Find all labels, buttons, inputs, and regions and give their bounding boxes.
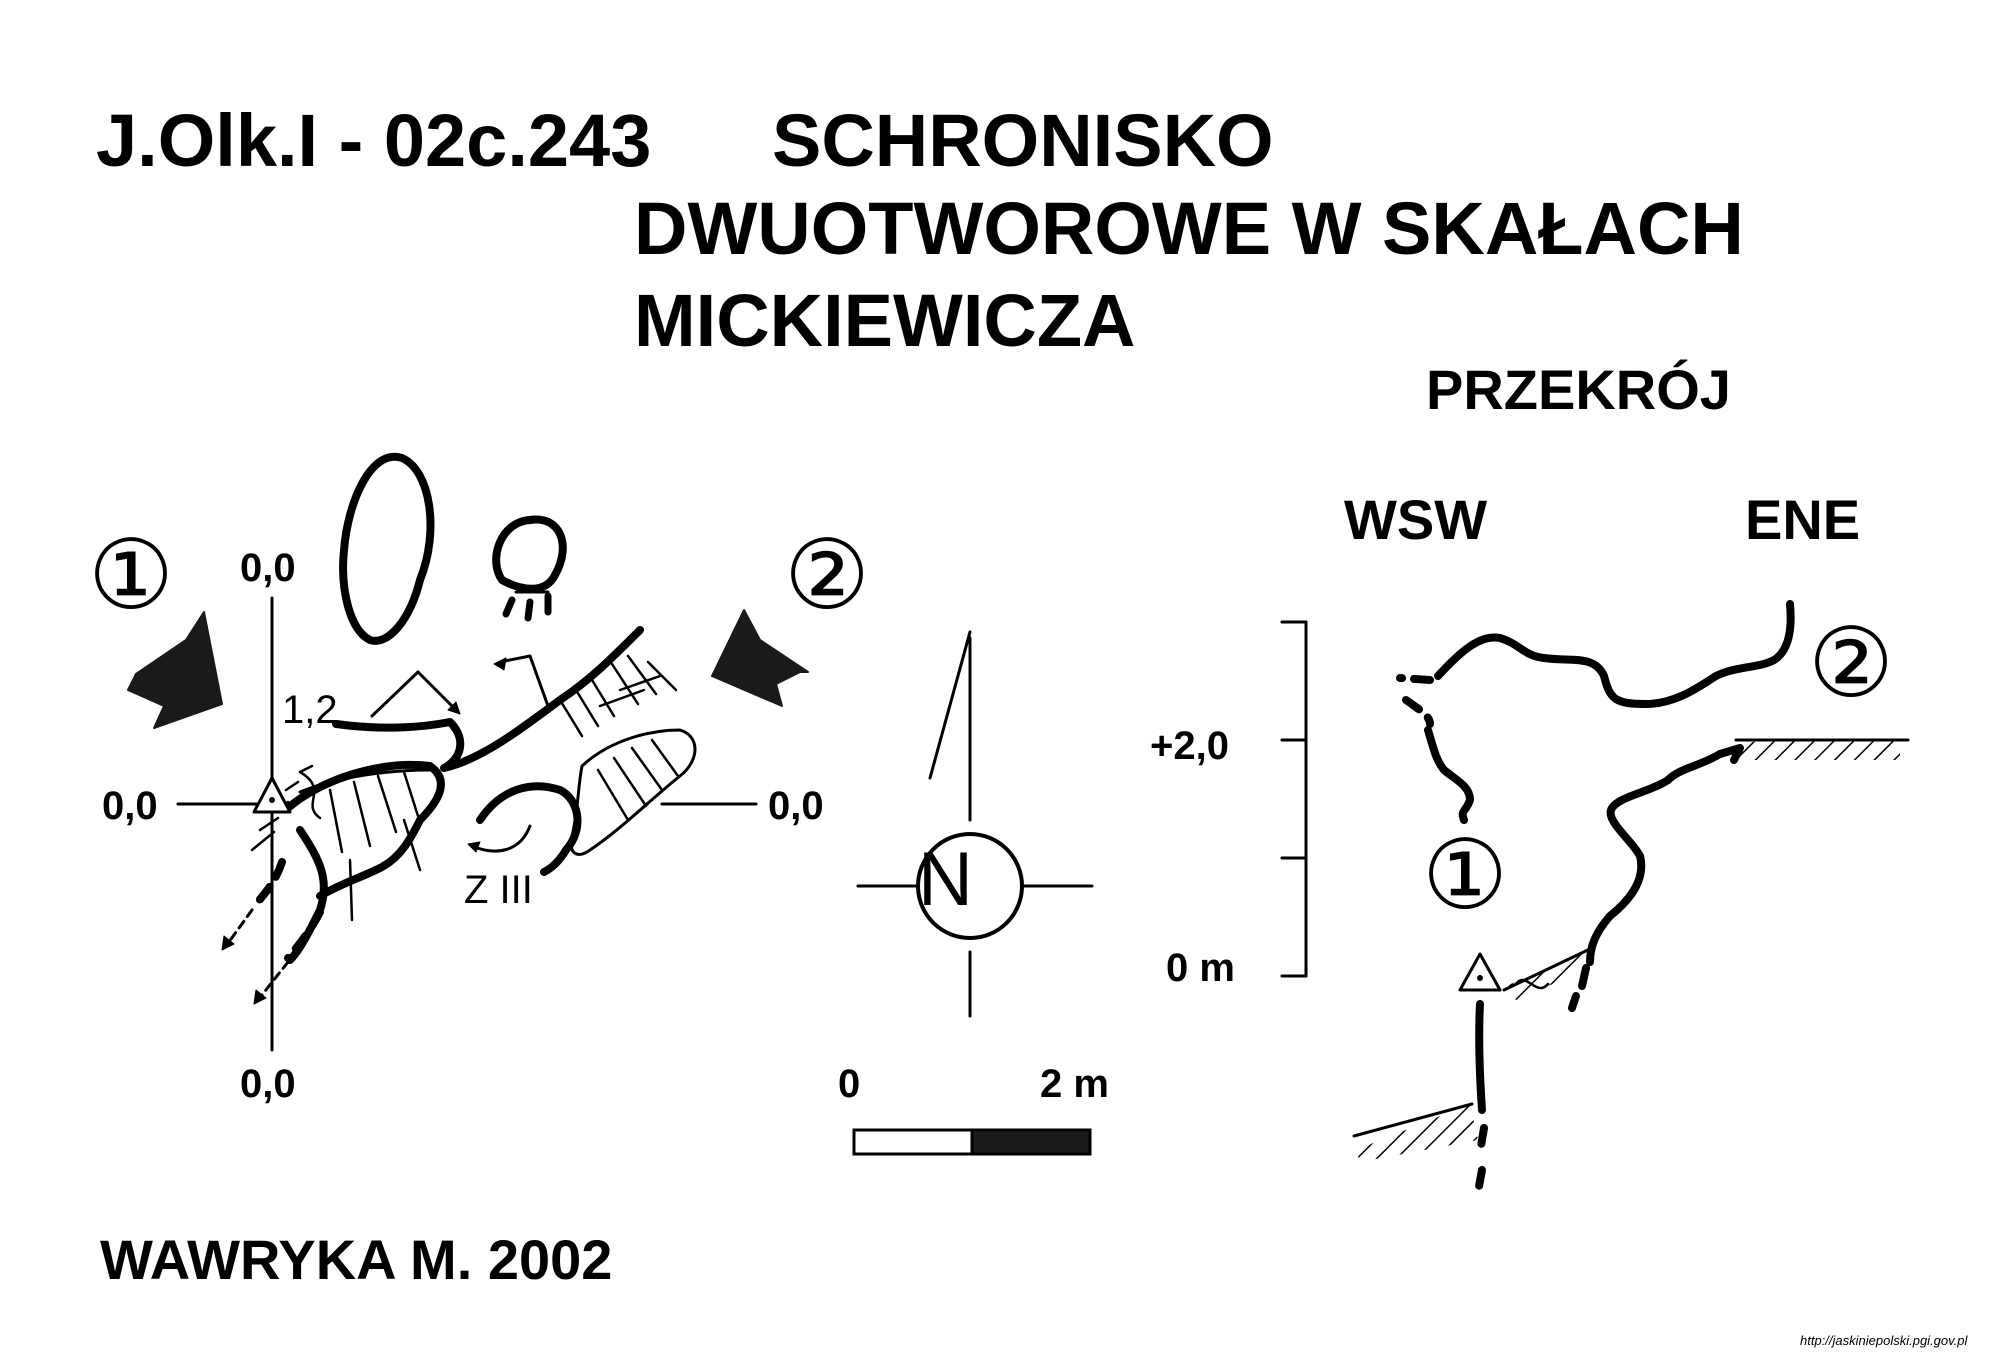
section-survey-point	[1458, 952, 1502, 992]
section-entrance-marker-2: ②	[1808, 610, 1895, 717]
plan-zone-label: Z III	[464, 868, 533, 912]
scale-bar-segment-black	[970, 1128, 1092, 1156]
plan-axis-label-top: 0,0	[240, 546, 296, 590]
title-line1: SCHRONISKO	[772, 99, 1274, 182]
scale-bar-segment-white	[852, 1128, 974, 1156]
plan-survey-point	[252, 776, 292, 814]
title-line3: MICKIEWICZA	[634, 279, 1136, 362]
section-view	[1280, 600, 1910, 1196]
section-wall-left-lower	[1475, 1000, 1486, 1114]
author-credit: WAWRYKA M. 2002	[100, 1228, 613, 1291]
section-title: PRZEKRÓJ	[1426, 358, 1731, 421]
section-wall-right	[1586, 750, 1724, 966]
plan-view	[127, 452, 809, 1052]
plan-entrance-arrow-1	[127, 611, 223, 729]
section-ceiling	[1434, 600, 1795, 708]
plan-axis-label-bottom: 0,0	[240, 1062, 296, 1106]
title-line2: DWUOTWOROWE W SKAŁACH	[634, 187, 1744, 270]
plan-height-label: 1,2	[282, 688, 338, 732]
plan-entrance-arrow-2	[711, 609, 809, 707]
scale-bar	[852, 1128, 1092, 1156]
plan-rock-slab	[569, 728, 697, 856]
section-wall-left-upper	[1424, 726, 1474, 824]
section-scale-upper-label: +2,0	[1150, 724, 1229, 768]
section-direction-right: ENE	[1745, 488, 1861, 551]
title-code: J.Olk.I - 02c.243	[96, 99, 652, 182]
plan-entrance-marker-2: ②	[784, 522, 871, 629]
plan-entrance-marker-1: ①	[88, 522, 175, 629]
plan-axis-label-right: 0,0	[768, 784, 824, 828]
plan-rock-pillar-small	[492, 515, 567, 593]
source-url: http://jaskiniepolski.pgi.gov.pl	[1800, 1333, 1968, 1348]
section-direction-left: WSW	[1344, 488, 1488, 551]
scale-bar-end-label: 2 m	[1040, 1062, 1109, 1106]
scale-bar-start-label: 0	[838, 1062, 861, 1106]
plan-drip-mark	[502, 596, 516, 618]
plan-rock-pillar-large	[339, 452, 435, 645]
plan-cave-wall-middle	[284, 761, 445, 900]
section-scale-lower-label: 0 m	[1166, 946, 1235, 990]
plan-axis-label-left: 0,0	[102, 784, 158, 828]
north-arrow	[856, 630, 1094, 1018]
plan-cave-wall-upper	[332, 626, 644, 772]
north-arrow-circle	[916, 832, 1024, 940]
section-entrance-marker-1: ①	[1422, 822, 1509, 929]
